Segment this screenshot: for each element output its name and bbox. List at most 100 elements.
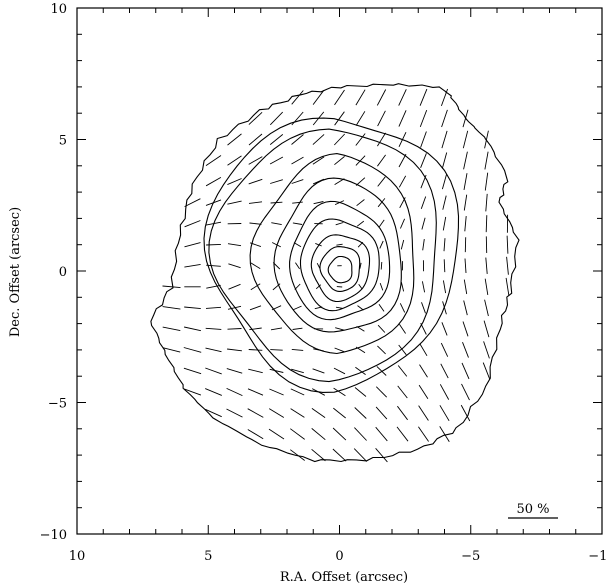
polarization-vector (250, 283, 261, 291)
polarization-vector (333, 407, 346, 419)
polarization-vector (248, 368, 263, 374)
polarization-vector (248, 111, 263, 125)
polarization-vector (485, 193, 488, 212)
polarization-vector (227, 178, 242, 186)
polarization-vector (399, 303, 406, 313)
polarization-vector (291, 90, 304, 105)
polarization-vector (419, 88, 428, 106)
polarization-vector (397, 405, 408, 421)
polarization-vector (463, 279, 468, 295)
y-tick-label: 5 (59, 134, 67, 149)
polarization-vector (333, 367, 346, 375)
polarization-vector (250, 262, 261, 269)
polarization-vector (271, 222, 282, 226)
polarization-vector (441, 130, 448, 149)
polarization-vector (162, 326, 181, 332)
polarization-vector (400, 282, 405, 292)
axis-ticks (76, 7, 603, 535)
polarization-vector (485, 257, 488, 274)
polarization-vector (484, 151, 489, 170)
polarization-vector (418, 405, 429, 421)
polarization-vector (315, 284, 322, 290)
polarization-vector (313, 201, 324, 205)
polarization-vector (484, 299, 489, 317)
polarization-vector (464, 216, 467, 232)
polarization-vector (206, 243, 221, 246)
polarization-vector (162, 285, 181, 289)
polarization-vector (205, 155, 222, 166)
polarization-vector (380, 261, 383, 270)
polarization-vector (482, 362, 491, 380)
polarization-vector (376, 89, 387, 106)
polarization-vector (442, 195, 447, 210)
polarization-vector (227, 348, 242, 352)
x-tick-label: 5 (204, 549, 212, 564)
polarization-vector (461, 383, 470, 401)
polarization-vector (420, 153, 427, 168)
y-tick-label: −10 (40, 528, 67, 543)
polarization-vector (292, 327, 303, 330)
polarization-vector (269, 111, 284, 126)
polarization-vector (422, 239, 425, 251)
polarization-vector (184, 306, 201, 310)
polarization-vector (442, 280, 447, 294)
polarization-vector (375, 426, 388, 442)
polarization-vector (355, 89, 366, 106)
polarization-vector (355, 133, 366, 146)
y-axis-title: Dec. Offset (arcsec) (8, 207, 23, 337)
polarization-vector (184, 220, 201, 228)
polarization-vector (398, 153, 407, 168)
x-tick-labels: 10 5 0 −5 −10 (69, 549, 608, 564)
polarization-vector (400, 239, 405, 250)
polarization-vector (205, 177, 222, 187)
polarization-vector (376, 366, 387, 376)
polarization-vector (334, 89, 345, 106)
polarization-vector (398, 110, 407, 127)
polarization-vector (462, 342, 469, 358)
polarization-vector (312, 156, 325, 165)
polarization-vector (460, 404, 471, 422)
polarization-vector (335, 327, 344, 331)
y-tick-label: 0 (59, 265, 67, 280)
polarization-vector (184, 198, 201, 208)
polarization-vector (162, 306, 181, 310)
polarization-vector (355, 111, 366, 126)
polarization-vector (375, 448, 388, 463)
polarization-vector (227, 155, 242, 166)
polarization-vector (292, 201, 303, 204)
intensity-contour (310, 234, 371, 303)
intensity-contour (208, 128, 437, 383)
polarization-vector (506, 256, 509, 275)
polarization-vector (441, 322, 448, 336)
polarization-vector (332, 448, 347, 462)
outer-boundary-contour (150, 83, 520, 463)
polarization-vector (290, 408, 305, 418)
polarization-vector (293, 305, 302, 311)
polarization-vector (462, 321, 469, 337)
polarization-vector (335, 222, 344, 226)
polarization-vector (249, 305, 262, 311)
polarization-vector (399, 218, 406, 229)
polarization-vector (290, 449, 305, 461)
polarization-vector (441, 173, 448, 190)
polarization-vector (334, 347, 345, 353)
x-axis-title: R.A. Offset (arcsec) (280, 570, 408, 585)
polarization-vector (184, 242, 201, 248)
polarization-vector (292, 222, 303, 225)
polarization-vectors (162, 88, 510, 463)
polarization-vector (311, 448, 326, 462)
polarization-vector (441, 109, 448, 128)
polarization-vector (227, 133, 242, 146)
polarization-vector (226, 408, 243, 418)
polarization-vector (227, 328, 242, 330)
intensity-contour (203, 117, 460, 393)
polarization-vector (439, 384, 450, 400)
polarization-vector (291, 179, 304, 184)
polarization-vector (206, 264, 221, 267)
polarization-vector (398, 175, 407, 188)
polarization-vector (506, 235, 509, 254)
polarization-vector (295, 262, 300, 270)
polarization-vector (463, 151, 468, 170)
polarization-vector (377, 324, 386, 333)
polarization-vector (418, 384, 429, 400)
